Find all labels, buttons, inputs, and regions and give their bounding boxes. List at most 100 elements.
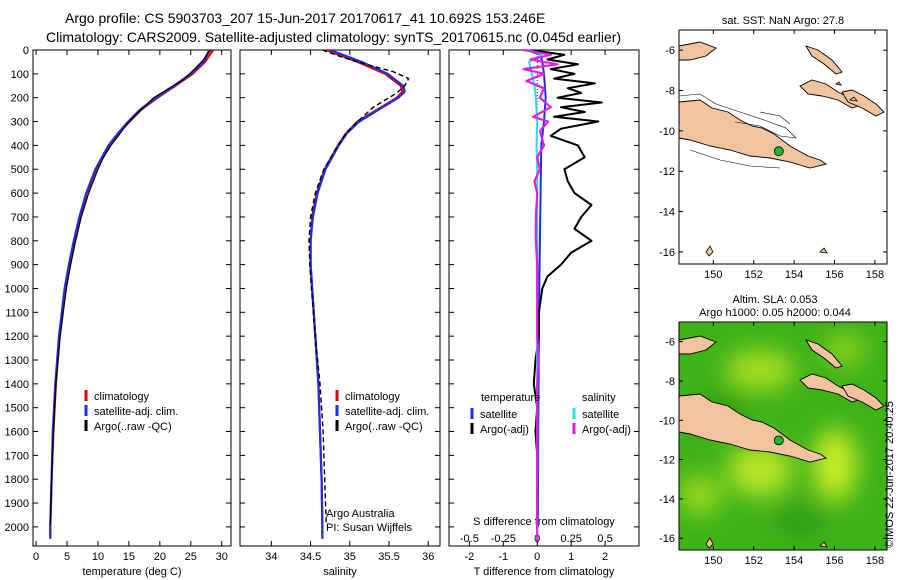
s-axis-label: S difference from climatology [473,516,615,528]
y-tick-label: 100 [11,69,29,81]
legend-label: Argo(-adj) [582,424,631,436]
figure-title-line-1: Argo profile: CS 5903703_207 15-Jun-2017… [65,10,546,26]
argo-float-marker [773,146,784,157]
x-tick-label: 15 [123,551,135,563]
salinity-panel: 34 34.5 35 35.5 36 salinity climatology satelli… [240,48,440,578]
legend-label: satellite-adj. clim. [94,406,178,418]
legend-label: satellite [582,409,619,421]
map-y-tick-label: -12 [659,166,675,178]
s-tick-label: 0.5 [597,533,612,545]
series-line [530,49,603,527]
map-y-tick-label: -6 [665,45,675,57]
map-x-tick-label: 152 [745,269,763,281]
map-x-tick-label: 158 [866,269,884,281]
x-tick-label: 2 [602,551,608,563]
altimetry-map-subtitle: Argo h1000: 0.05 h2000: 0.044 [699,307,851,319]
series-line [49,49,212,525]
legend-title-salinity: salinity [582,392,616,404]
y-tick-label: 500 [11,164,29,176]
y-tick-label: 1100 [5,307,29,319]
x-axis-label: T difference from climatology [474,566,615,578]
map-x-tick-label: 156 [825,555,843,567]
map-x-tick-label: 152 [745,555,763,567]
x-tick-label: 20 [154,551,166,563]
y-tick-label: 1200 [5,331,29,343]
map-x-tick-label: 150 [704,269,722,281]
map-x-tick-label: 150 [704,555,722,567]
map-y-tick-label: -6 [665,337,675,349]
y-tick-label: 1900 [5,498,29,510]
map-y-tick-label: -10 [659,415,675,427]
legend-label: climatology [94,391,150,403]
legend-title-temperature: temperature [481,392,540,404]
map-y-tick-label: -16 [659,533,675,545]
x-tick-label: 0 [33,551,39,563]
x-tick-label: 35.5 [378,551,399,563]
x-tick-label: 0 [534,551,540,563]
map-y-tick-label: -8 [665,86,675,98]
small-islands [705,81,858,257]
temperature-panel-frame [32,49,232,547]
y-tick-label: 800 [11,236,29,248]
legend-label: climatology [345,391,401,403]
map-y-tick-label: -8 [665,376,675,388]
x-tick-label: 34 [265,551,277,563]
difference-panel: -2 -1 0 1 2 T difference from climatology -0.5… [449,48,639,578]
y-tick-label: 600 [11,188,29,200]
x-tick-label: 34.5 [300,551,321,563]
small-islands [705,537,828,549]
series-line [308,49,410,525]
x-tick-label: 1 [568,551,574,563]
temperature-panel: 0 5 10 15 20 25 30 temperature (deg C) 0 100 200 30… [5,45,231,578]
s-tick-label: -0.25 [491,533,516,545]
x-tick-label: 10 [92,551,104,563]
y-tick-label: 1500 [5,403,29,415]
x-tick-label: 30 [216,551,228,563]
x-tick-label: 25 [185,551,197,563]
altimetry-map: Altim. SLA: 0.053 Argo h1000: 0.05 h2000… [659,294,888,567]
map-y-tick-label: -12 [659,455,675,467]
y-tick-label: 900 [11,260,29,272]
y-tick-label: 1300 [5,355,29,367]
map-y-tick-label: -16 [659,247,675,259]
salinity-panel-frame [239,49,441,547]
legend-label: satellite-adj. clim. [345,406,429,418]
x-axis-label: temperature (deg C) [82,566,181,578]
x-tick-label: -1 [498,551,508,563]
y-tick-label: 400 [11,140,29,152]
new-ireland-land [804,45,843,75]
y-tick-label: 1600 [5,427,29,439]
legend-label: Argo(-adj) [480,424,529,436]
y-tick-label: 1800 [5,474,29,486]
x-tick-label: 5 [64,551,70,563]
argo-float-marker [773,435,784,446]
map-y-tick-label: -14 [659,494,675,506]
sst-map-title: sat. SST: NaN Argo: 27.8 [722,15,844,27]
x-axis-label: salinity [323,566,357,578]
altimetry-map-title: Altim. SLA: 0.053 [733,294,818,306]
float-owner: Argo Australia [326,508,395,520]
y-tick-label: 2000 [5,522,29,534]
x-tick-label: -2 [464,551,474,563]
s-tick-label: 0.25 [560,533,581,545]
bougainville-land [841,89,885,117]
y-tick-label: 1700 [5,450,29,462]
map-x-tick-label: 154 [785,555,803,567]
shelf-contour [679,93,797,169]
difference-panel-frame [448,49,640,547]
imos-timestamp: ©IMOS 22-Jun-2017 20:40:25 [884,401,896,548]
new-ireland-land [804,339,843,369]
map-y-tick-label: -10 [659,126,675,138]
y-tick-label: 700 [11,212,29,224]
new-guinea-land [679,99,828,169]
s-tick-label: -0.5 [460,533,479,545]
legend-label: Argo(..raw -QC) [94,421,172,433]
series-line [309,48,406,539]
x-tick-label: 35 [344,551,356,563]
map-y-tick-label: -14 [659,207,675,219]
map-x-tick-label: 156 [825,269,843,281]
y-tick-label: 1000 [5,283,29,295]
y-tick-label: 1400 [5,379,29,391]
bougainville-land [841,383,885,411]
